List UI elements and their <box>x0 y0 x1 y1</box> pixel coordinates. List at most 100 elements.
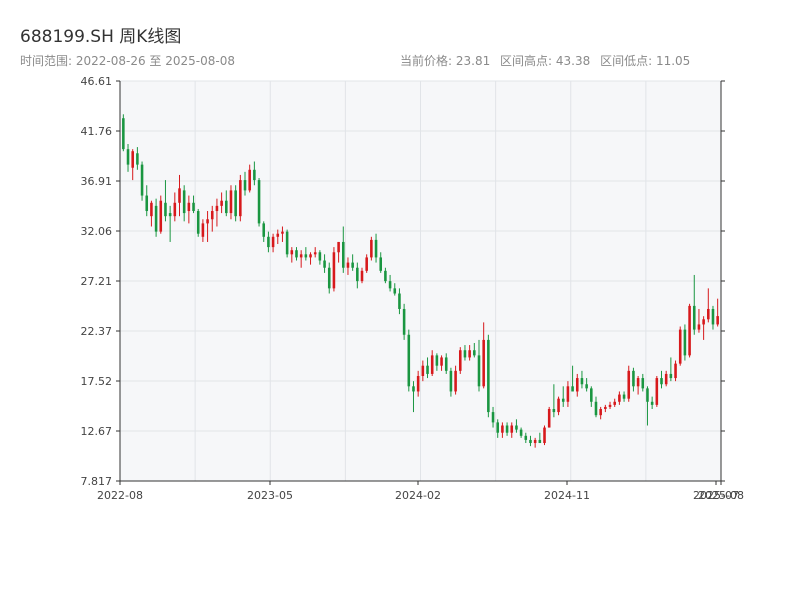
candle-body <box>379 257 383 271</box>
candle <box>711 305 715 330</box>
candle <box>543 425 546 446</box>
candle-body <box>351 262 354 268</box>
candle <box>627 365 631 402</box>
candle <box>341 226 345 273</box>
candle <box>243 171 247 196</box>
candle-body <box>674 363 677 379</box>
candle-body <box>267 236 270 248</box>
candle <box>496 419 500 438</box>
candle <box>650 396 654 409</box>
candle-body <box>716 316 719 325</box>
candle-body <box>524 435 528 440</box>
candle <box>487 334 490 418</box>
candle-body <box>692 305 696 330</box>
candle <box>482 322 485 389</box>
candle <box>215 198 219 227</box>
axes-layer: 46.61 41.76 36.91 32.06 27.21 22.37 17.52 12.67… <box>81 75 744 502</box>
candle <box>575 373 579 397</box>
candle-body <box>547 408 551 428</box>
candle-body <box>501 425 504 433</box>
candle-body <box>407 334 411 387</box>
y-tick-label: 27.21 <box>81 275 113 288</box>
candle-body <box>299 254 303 258</box>
candle <box>524 432 528 444</box>
candle-body <box>529 439 532 444</box>
candle-body <box>168 213 172 217</box>
candle-body <box>557 398 560 413</box>
candle <box>220 192 223 214</box>
candle-body <box>552 408 556 413</box>
candle-body <box>220 200 223 206</box>
y-tick-label: 7.817 <box>81 475 113 488</box>
candle-body <box>697 324 701 330</box>
candle-body <box>664 373 668 385</box>
candle <box>604 404 607 413</box>
candle-body <box>571 386 574 392</box>
candle <box>210 205 214 232</box>
candle-body <box>370 239 373 258</box>
candle <box>126 144 130 172</box>
candle-body <box>491 412 495 423</box>
candle <box>290 247 294 263</box>
candle <box>248 164 251 193</box>
candle <box>393 283 397 296</box>
candle <box>449 367 453 397</box>
candle <box>267 231 270 253</box>
candle <box>533 437 537 448</box>
candle-body <box>290 250 294 255</box>
candle-body <box>131 151 134 168</box>
candle <box>664 370 668 387</box>
candle-body <box>332 252 336 289</box>
candle-body <box>608 404 612 407</box>
candle <box>154 198 158 237</box>
candle-body <box>440 357 443 366</box>
candle <box>655 376 659 407</box>
candle-body <box>505 425 509 433</box>
chart-title: 688199.SH 周K线图 <box>20 27 182 47</box>
candle-body <box>210 211 214 220</box>
candle <box>547 406 551 428</box>
candle-body <box>678 329 682 364</box>
candle-body <box>585 384 588 389</box>
candle <box>365 254 368 273</box>
current-price-label: 当前价格: 23.81 <box>400 54 491 68</box>
candle-body <box>650 401 654 405</box>
candle <box>150 200 153 227</box>
candle-body <box>248 169 251 191</box>
candle <box>608 401 612 409</box>
y-tick-label: 32.06 <box>81 225 113 238</box>
candle <box>285 229 289 258</box>
candle <box>327 262 331 294</box>
candle <box>182 185 186 222</box>
candle-body <box>669 373 673 379</box>
candle <box>674 360 677 382</box>
candle <box>716 298 719 327</box>
candle <box>229 185 233 220</box>
candle <box>360 267 364 284</box>
candle <box>473 343 476 358</box>
candle-body <box>140 164 144 196</box>
y-tick-label: 41.76 <box>81 125 113 138</box>
candle-body <box>201 223 205 237</box>
candle-body <box>239 180 242 217</box>
candle-body <box>618 394 621 402</box>
candle <box>122 114 125 152</box>
candle <box>580 370 584 389</box>
candle-body <box>122 118 125 150</box>
candle-body <box>356 267 359 282</box>
candle-body <box>416 376 420 392</box>
candle-body <box>477 355 481 387</box>
candle-body <box>341 241 345 268</box>
candle <box>295 247 298 261</box>
candle-body <box>313 252 317 255</box>
candle-body <box>449 370 453 392</box>
candle <box>557 396 560 416</box>
candle <box>416 370 420 397</box>
candle <box>225 190 228 217</box>
candle-body <box>398 293 401 309</box>
candle <box>538 432 542 444</box>
y-tick-label: 46.61 <box>81 75 113 88</box>
candle <box>688 303 691 358</box>
candle-body <box>388 281 392 289</box>
